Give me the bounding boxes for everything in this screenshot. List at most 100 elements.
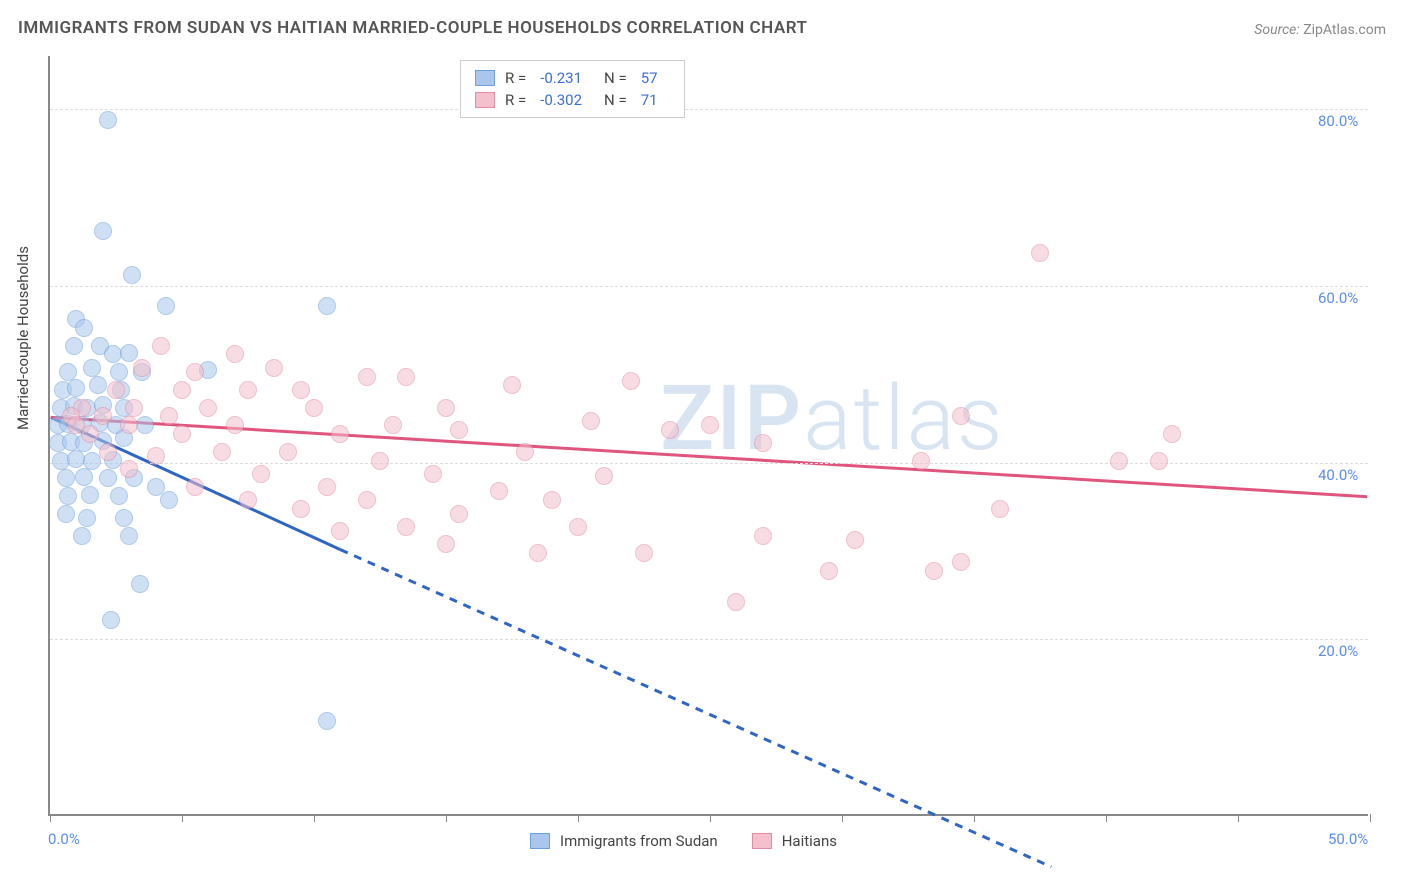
data-point [99,111,117,129]
data-point [199,399,217,417]
data-point [331,425,349,443]
data-point [437,535,455,553]
data-point [252,465,270,483]
data-point [83,359,101,377]
y-tick-label: 60.0% [1318,289,1358,307]
gridline [50,463,1368,464]
data-point [73,527,91,545]
data-point [133,359,151,377]
data-point [754,527,772,545]
data-point [115,509,133,527]
data-point [99,469,117,487]
legend-swatch [475,92,495,108]
data-point [81,425,99,443]
source-attribution: Source: ZipAtlas.com [1254,22,1386,38]
data-point [99,443,117,461]
correlation-legend: R =-0.231N =57R =-0.302N =71 [460,60,685,118]
data-point [384,416,402,434]
data-point [78,509,96,527]
data-point [397,368,415,386]
data-point [125,399,143,417]
data-point [991,500,1009,518]
gridline [50,109,1368,110]
data-point [450,505,468,523]
legend-r-value: -0.302 [540,91,582,109]
data-point [213,443,231,461]
gridline [50,286,1368,287]
plot-area: ZIPatlas 20.0%40.0%60.0%80.0% [48,56,1368,816]
data-point [318,297,336,315]
data-point [371,452,389,470]
data-point [186,363,204,381]
data-point [1031,244,1049,262]
data-point [516,443,534,461]
data-point [622,372,640,390]
data-point [569,518,587,536]
data-point [173,425,191,443]
data-point [265,359,283,377]
data-point [226,416,244,434]
data-point [57,469,75,487]
x-tick [974,814,975,822]
legend-n-value: 71 [641,91,658,109]
gridline [50,639,1368,640]
source-value: ZipAtlas.com [1303,22,1386,38]
x-tick [1370,814,1371,822]
data-point [152,337,170,355]
y-tick-label: 40.0% [1318,466,1358,484]
x-tick [182,814,183,822]
data-point [131,575,149,593]
data-point [147,447,165,465]
data-point [226,345,244,363]
data-point [94,407,112,425]
x-tick-label: 0.0% [48,830,80,848]
data-point [292,500,310,518]
data-point [81,486,99,504]
data-point [437,399,455,417]
legend-r-label: R = [505,91,526,109]
data-point [318,712,336,730]
data-point [1163,425,1181,443]
data-point [239,381,257,399]
data-point [110,363,128,381]
series-legend: Immigrants from SudanHaitians [530,832,861,850]
data-point [661,421,679,439]
data-point [754,434,772,452]
legend-series-name: Haitians [782,832,837,850]
data-point [123,266,141,284]
data-point [925,562,943,580]
data-point [543,491,561,509]
data-point [952,553,970,571]
legend-n-label: N = [604,91,627,109]
data-point [59,487,77,505]
data-point [110,487,128,505]
data-point [239,491,257,509]
data-point [120,527,138,545]
data-point [120,416,138,434]
legend-swatch [530,833,550,849]
data-point [75,319,93,337]
data-point [65,337,83,355]
data-point [820,562,838,580]
data-point [595,467,613,485]
data-point [952,407,970,425]
legend-n-value: 57 [641,69,658,87]
data-point [120,344,138,362]
data-point [912,452,930,470]
data-point [727,593,745,611]
y-tick-label: 20.0% [1318,642,1358,660]
data-point [490,482,508,500]
data-point [318,478,336,496]
data-point [635,544,653,562]
data-point [529,544,547,562]
data-point [160,491,178,509]
data-point [358,368,376,386]
data-point [450,421,468,439]
data-point [701,416,719,434]
x-tick [446,814,447,822]
data-point [503,376,521,394]
data-point [136,416,154,434]
data-point [358,491,376,509]
x-tick [1106,814,1107,822]
y-axis-title: Married-couple Households [14,246,32,430]
